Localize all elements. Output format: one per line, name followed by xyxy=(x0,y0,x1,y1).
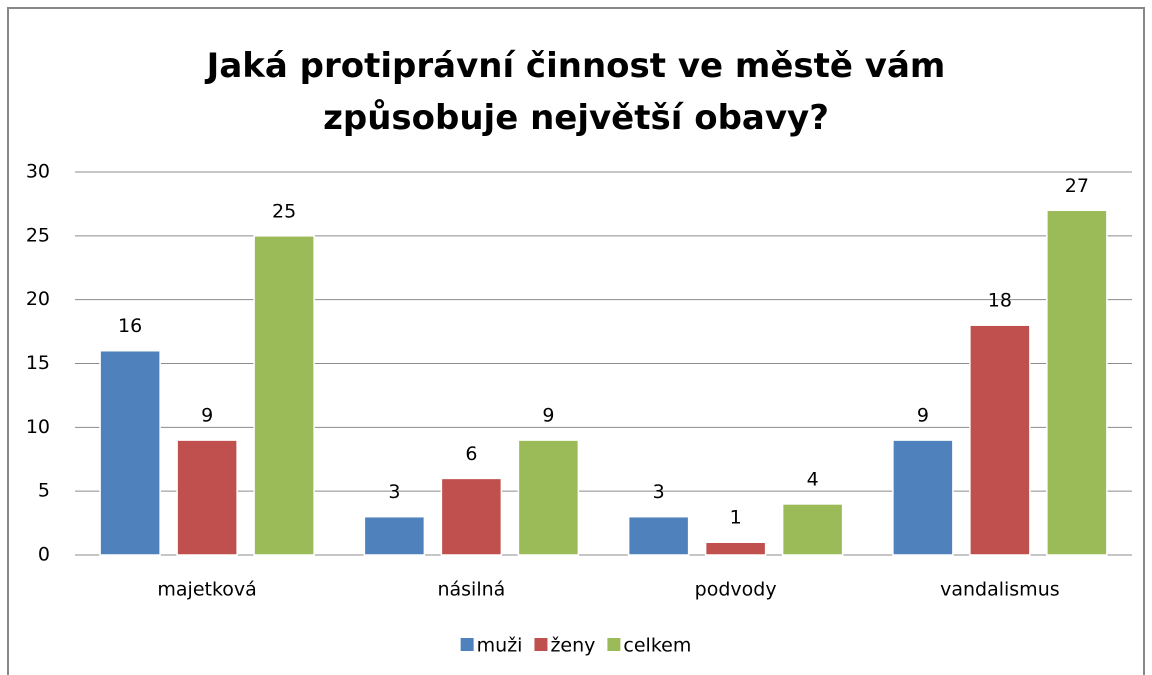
legend-label: ženy xyxy=(550,635,595,657)
bar xyxy=(440,477,503,556)
value-label: 1 xyxy=(730,507,742,529)
bar xyxy=(892,439,954,556)
bar xyxy=(627,515,690,556)
bar xyxy=(1046,209,1108,556)
bar xyxy=(363,515,426,556)
bar xyxy=(969,324,1031,556)
y-tick-label: 15 xyxy=(26,352,50,374)
x-tick-label: vandalismus xyxy=(940,579,1060,601)
y-tick-label: 0 xyxy=(38,544,50,566)
value-label: 9 xyxy=(201,405,213,427)
y-tick-label: 25 xyxy=(26,224,50,246)
value-label: 9 xyxy=(917,405,929,427)
chart-border xyxy=(7,7,1145,675)
bar xyxy=(176,439,238,556)
legend-label: muži xyxy=(477,635,523,657)
value-label: 16 xyxy=(118,315,142,337)
x-tick-label: podvody xyxy=(695,579,777,601)
x-tick-label: násilná xyxy=(437,579,505,601)
chart-title: Jaká protiprávní činnost ve městě vám zp… xyxy=(206,46,946,138)
y-tick-label: 20 xyxy=(26,288,50,310)
y-tick-label: 10 xyxy=(26,416,50,438)
bar xyxy=(253,235,315,556)
value-label: 27 xyxy=(1065,175,1089,197)
x-tick-label: majetková xyxy=(157,579,256,601)
legend-swatch xyxy=(460,638,474,651)
value-label: 4 xyxy=(807,468,819,490)
bar xyxy=(704,541,767,556)
y-tick-label: 30 xyxy=(26,161,50,183)
value-label: 9 xyxy=(542,405,554,427)
y-tick-label: 5 xyxy=(38,480,50,502)
bar xyxy=(517,439,580,556)
bar xyxy=(781,503,844,556)
value-label: 25 xyxy=(272,200,296,222)
value-label: 3 xyxy=(653,481,665,503)
value-label: 3 xyxy=(388,481,400,503)
value-label: 18 xyxy=(988,290,1012,312)
value-label: 6 xyxy=(465,443,477,465)
legend-swatch xyxy=(607,638,621,651)
legend-swatch xyxy=(534,638,548,651)
bar xyxy=(99,349,161,556)
legend-label: celkem xyxy=(623,635,691,657)
